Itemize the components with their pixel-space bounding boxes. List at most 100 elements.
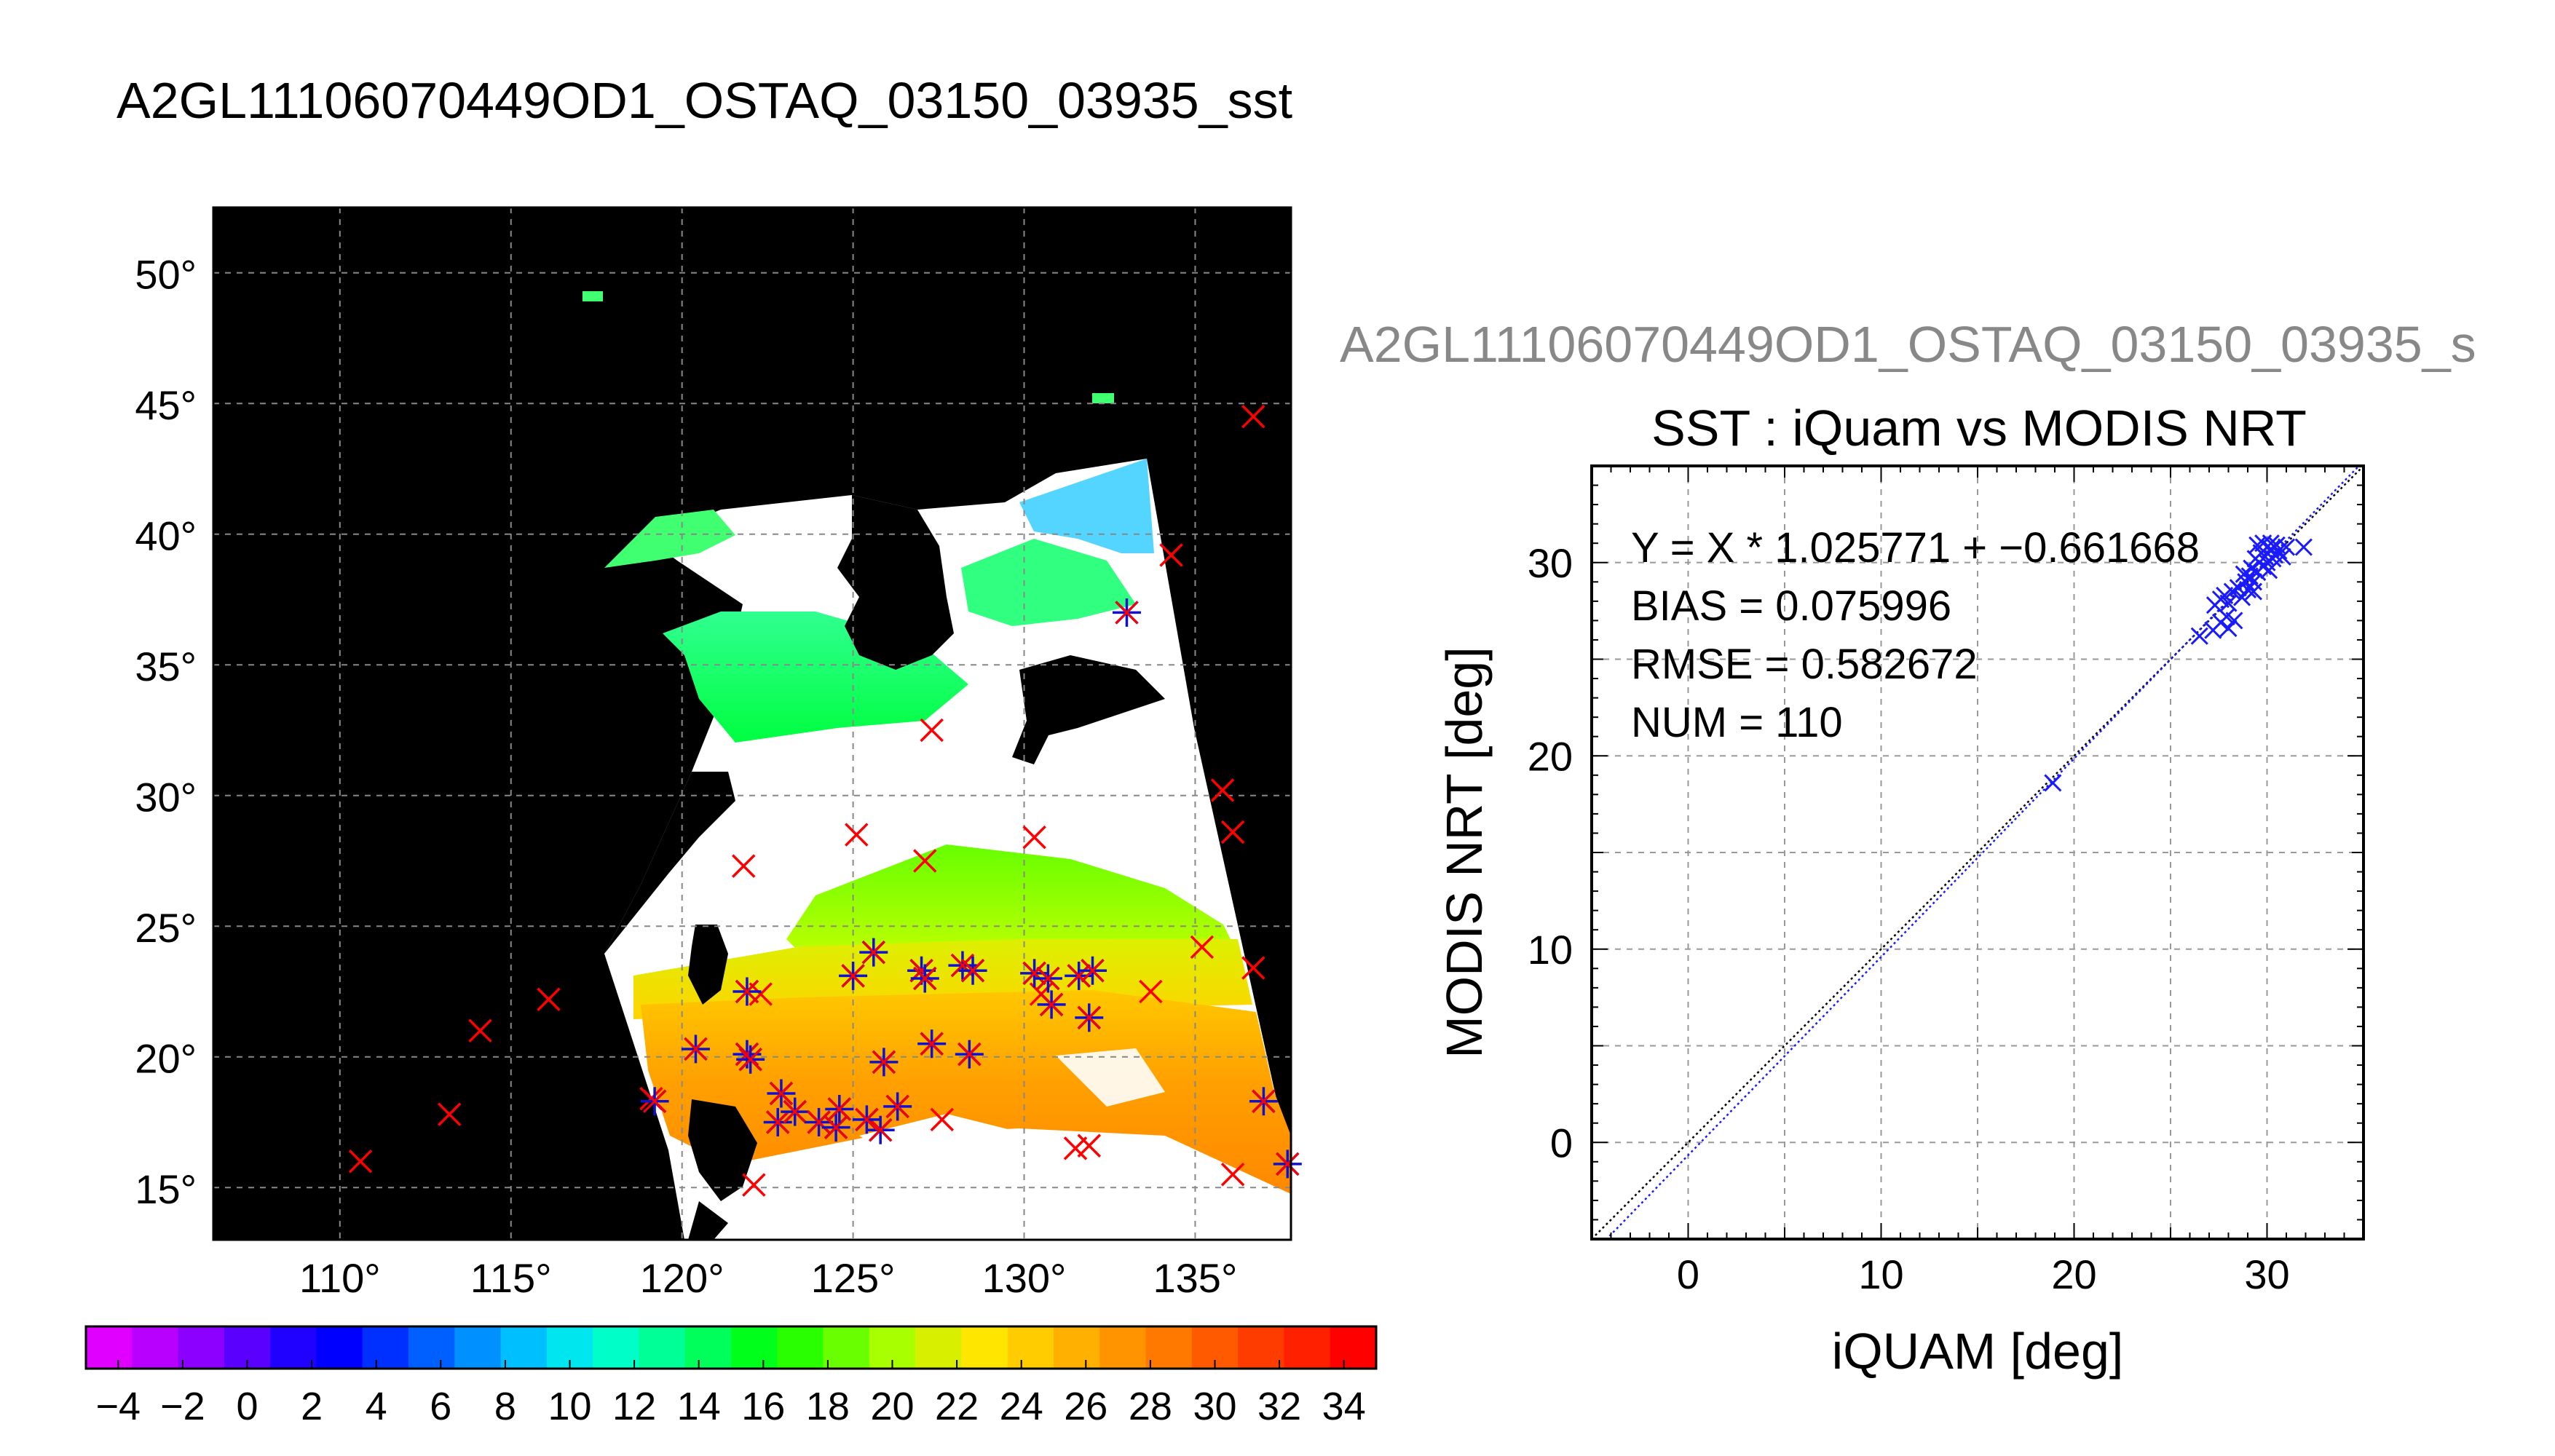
colorbar-tick-label: 24 (1000, 1385, 1043, 1428)
colorbar-cell (1238, 1326, 1285, 1369)
iquam-marker (769, 1081, 793, 1106)
colorbar-tick-label: −4 (96, 1385, 141, 1428)
iquam-marker (1190, 935, 1215, 960)
colorbar-tick-label: 14 (677, 1385, 721, 1428)
scatter-statistics: Y = X * 1.025771 + −0.661668 BIAS = 0.075… (1631, 524, 2200, 746)
colorbar-tick-label: 34 (1322, 1385, 1366, 1428)
scatter-point (2219, 619, 2238, 638)
colorbar-cell (684, 1326, 732, 1369)
map-lat-tick-label: 45° (135, 382, 197, 428)
scatter-point (2232, 588, 2251, 606)
map-lon-tick-label: 135° (1153, 1255, 1238, 1301)
scatter-plot: SST : iQuam vs MODIS NRT 0 10 20 300102030 … (1436, 400, 2365, 1380)
map-lon-tick-label: 120° (640, 1255, 724, 1301)
iquam-marker (1022, 825, 1046, 850)
iquam-marker (807, 1110, 831, 1134)
iquam-marker (468, 1018, 492, 1043)
iquam-marker (1081, 959, 1105, 983)
scatter-stat-line: RMSE = 0.582672 (1631, 641, 1978, 688)
swath-imagery (583, 291, 1291, 1240)
scatter-stat-line: NUM = 110 (1631, 699, 1843, 746)
sst-colorbar: −4 −2 0 2 4 6 8 10 12 14 16 18 20 22 24 26 28 30 32 34 (84, 1325, 1378, 1428)
scatter-gridlines (1592, 466, 2364, 1239)
iquam-marker (1241, 956, 1265, 980)
colorbar-cell (915, 1326, 963, 1369)
colorbar-tick-label: 4 (366, 1385, 387, 1428)
colorbar-cell (961, 1326, 1008, 1369)
iquam-marker (537, 987, 561, 1011)
map-lat-tick-label: 25° (135, 905, 197, 951)
map-lon-tick-label: 115° (470, 1255, 552, 1301)
one-to-one-line (1592, 466, 2364, 1239)
colorbar-tick-label: 32 (1257, 1385, 1301, 1428)
map-latitude-labels: 15° 20° 25° 30° 35° 40° 45° 50° (135, 252, 197, 1212)
scatter-tick-labels: 0 10 20 30 0 10 20 30 (1528, 540, 2290, 1297)
colorbar-cell (362, 1326, 409, 1369)
scatter-point (2273, 547, 2291, 566)
colorbar-tick-label: 12 (612, 1385, 656, 1428)
scatter-point (2262, 534, 2280, 553)
iquam-marker (766, 1110, 790, 1134)
iquam-marker (1210, 778, 1235, 802)
colorbar-cell (454, 1326, 502, 1369)
scatter-point (2294, 538, 2313, 556)
iquam-marker (738, 1048, 762, 1072)
iquam-marker (872, 1050, 896, 1074)
iquam-marker (1220, 820, 1245, 844)
colorbar-tick-label: 0 (236, 1385, 258, 1428)
colorbar-tick-label: −2 (160, 1385, 205, 1428)
x-tick-label: 30 (2244, 1251, 2289, 1297)
iquam-marker (684, 1037, 708, 1061)
y-tick-label: 20 (1528, 733, 1573, 779)
colorbar-tick-label: 8 (494, 1385, 516, 1428)
colorbar-cell (132, 1326, 179, 1369)
colorbar-cell (178, 1326, 225, 1369)
y-tick-label: 10 (1528, 927, 1573, 973)
colorbar-tick-label: 10 (548, 1385, 591, 1428)
colorbar-cell (1054, 1326, 1100, 1369)
map-lon-tick-label: 125° (811, 1255, 896, 1301)
colorbar-cell (777, 1326, 824, 1369)
colorbar-tick-label: 6 (430, 1385, 451, 1428)
iquam-marker (348, 1150, 373, 1174)
colorbar-frame (84, 1325, 1378, 1370)
colorbar-cell (500, 1326, 548, 1369)
iquam-marker (930, 1107, 954, 1132)
iquam-marker (861, 941, 885, 965)
iquam-marker (1276, 1152, 1300, 1176)
x-axis-label: iQUAM [deg] (1832, 1323, 2124, 1380)
iquam-marker (783, 1100, 807, 1124)
iquam-marker (1077, 1005, 1101, 1029)
map-gridlines (213, 207, 1291, 1240)
map-frame (212, 206, 1292, 1241)
colorbar-tick-label: 22 (935, 1385, 979, 1428)
colorbar-cell (408, 1326, 455, 1369)
colorbar-tick-label: 26 (1064, 1385, 1107, 1428)
x-tick-label: 20 (2051, 1251, 2096, 1297)
scatter-point (2235, 565, 2253, 583)
iquam-marker (735, 1042, 759, 1067)
iquam-marker (643, 1089, 667, 1113)
colorbar-tick-label: 2 (301, 1385, 323, 1428)
scatter-point (2190, 627, 2208, 645)
iquam-marker (1159, 543, 1183, 567)
scatter-points (2044, 534, 2313, 792)
iquam-marker (1077, 1133, 1102, 1158)
scatter-file-title: A2GL11106070449OD1_OSTAQ_03150_03935_s (1340, 316, 2476, 373)
map-lat-tick-label: 40° (135, 513, 197, 559)
scatter-ticks (1592, 466, 2364, 1239)
iquam-marker (869, 1118, 893, 1142)
scatter-regression-lines (1592, 466, 2364, 1239)
map-lat-tick-label: 15° (135, 1166, 197, 1212)
scatter-point (2267, 536, 2286, 554)
iquam-marker (1115, 601, 1139, 625)
iquam-marker (913, 849, 937, 873)
iquam-marker (957, 1042, 982, 1067)
iquam-marker (735, 979, 759, 1004)
iquam-marker (1220, 1163, 1245, 1187)
colorbar-tick-label: 18 (806, 1385, 850, 1428)
iquam-marker (742, 1173, 766, 1197)
map-lat-tick-label: 20° (135, 1036, 197, 1082)
sst-map: 15° 20° 25° 30° 35° 40° 45° 50° 110° 115° 120° 125… (135, 206, 1302, 1301)
